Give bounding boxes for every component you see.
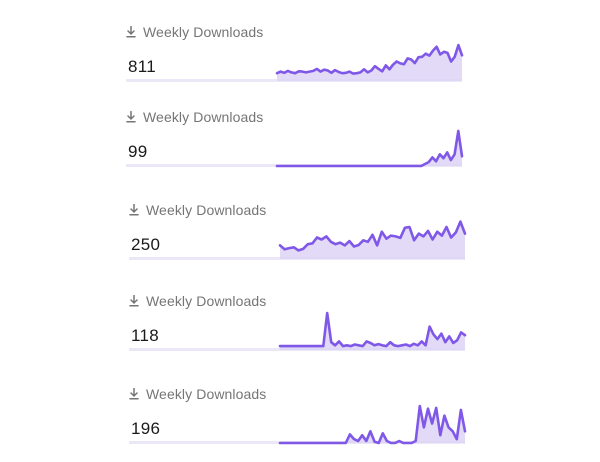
sparkline-line (278, 220, 467, 252)
downloads-label-row: Weekly Downloads (129, 384, 266, 404)
downloads-label: Weekly Downloads (143, 109, 264, 125)
downloads-label: Weekly Downloads (146, 202, 267, 218)
download-icon (126, 26, 136, 38)
weekly-downloads-widget: Weekly Downloads 250 (129, 200, 469, 270)
downloads-label: Weekly Downloads (143, 24, 264, 40)
downloads-count: 811 (128, 57, 157, 76)
sparkline-line (275, 43, 464, 75)
weekly-downloads-widget: Weekly Downloads 99 (126, 107, 466, 177)
weekly-downloads-widget: Weekly Downloads 196 (129, 384, 469, 454)
download-icon (129, 388, 139, 400)
downloads-label: Weekly Downloads (146, 386, 267, 402)
weekly-downloads-widget: Weekly Downloads 118 (129, 291, 469, 361)
downloads-label-row: Weekly Downloads (129, 200, 266, 220)
sparkline-area (280, 221, 465, 259)
sparkline-area (277, 130, 462, 166)
sparkline-area (277, 45, 462, 81)
sparkline-line (278, 404, 467, 445)
downloads-sparkline (278, 311, 467, 350)
downloads-label: Weekly Downloads (146, 293, 267, 309)
downloads-sparkline (278, 220, 467, 259)
downloads-label-row: Weekly Downloads (126, 107, 263, 127)
sparkline-line (278, 311, 467, 348)
downloads-label-row: Weekly Downloads (126, 22, 263, 42)
weekly-downloads-widget: Weekly Downloads 811 (126, 22, 466, 92)
download-icon (129, 204, 139, 216)
downloads-count: 99 (128, 142, 148, 161)
downloads-label-row: Weekly Downloads (129, 291, 266, 311)
downloads-sparkline (278, 404, 467, 445)
sparkline-line (275, 129, 464, 168)
downloads-sparkline (275, 129, 464, 168)
downloads-count: 118 (131, 326, 160, 345)
download-icon (126, 111, 136, 123)
downloads-sparkline (275, 43, 464, 81)
downloads-count: 196 (131, 419, 161, 438)
downloads-count: 250 (131, 235, 161, 254)
download-icon (129, 295, 139, 307)
